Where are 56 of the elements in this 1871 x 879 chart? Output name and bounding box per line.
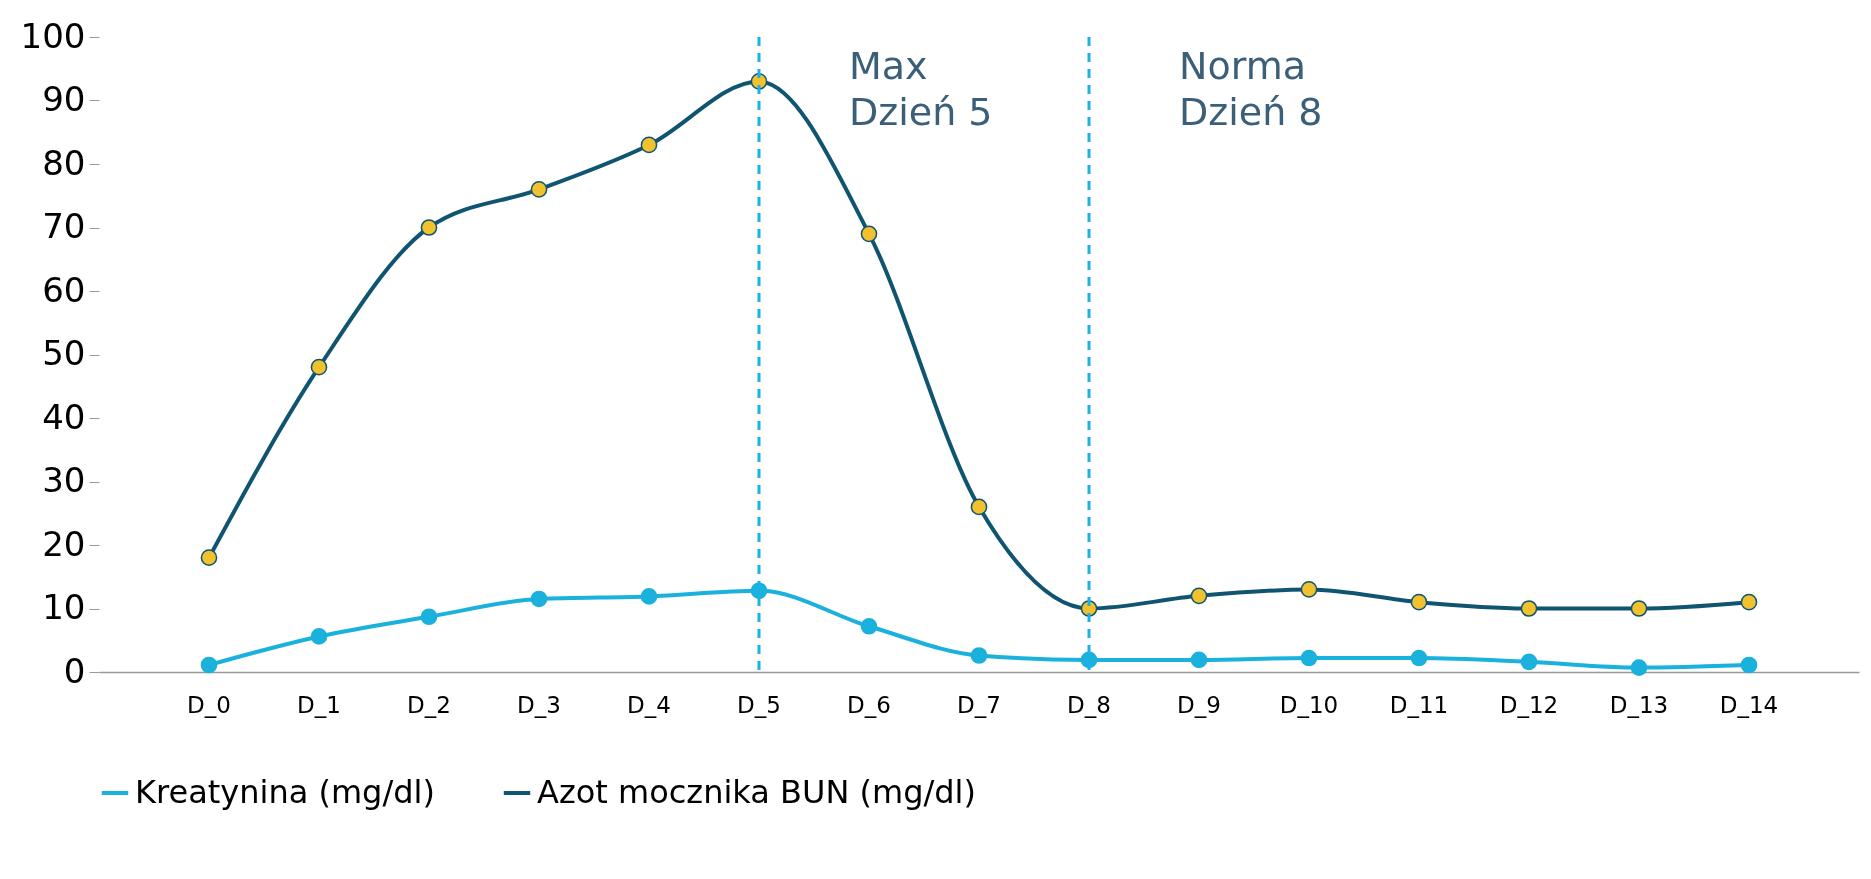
point [1410,593,1428,611]
y-tick-label: 60 [42,269,86,310]
ref-line-label: Max Dzień 5 [849,44,993,134]
x-tick-label: D_5 [737,691,781,718]
x-tick-label: D_0 [187,691,231,718]
point [640,588,658,605]
point [1300,649,1318,667]
y-tick-label: 90 [42,79,86,119]
point [1740,656,1758,674]
x-tick-label: D_3 [517,691,561,718]
x-tick-label: D_9 [1177,691,1221,718]
x-tick-label: D_1 [297,691,341,718]
point [200,656,218,674]
y-tick-label: 100 [20,15,86,56]
x-tick-label: D_10 [1279,691,1339,718]
point [530,181,548,198]
x-tick-label: D_8 [1067,691,1111,718]
point [420,608,438,626]
point [1520,653,1538,671]
point [1190,587,1208,605]
point [860,617,878,635]
point [640,136,658,154]
legend-label: Kreatynina (mg/dl) [135,773,435,811]
point [1410,649,1428,667]
y-tick-label: 80 [42,142,86,183]
x-tick-label: D_7 [957,691,1001,718]
legend-label: Azot mocznika BUN (mg/dl) [537,773,976,811]
point [1630,600,1648,617]
y-tick-label: 20 [42,523,86,564]
x-tick-label: D_4 [627,691,671,718]
point [310,628,328,645]
x-tick-label: D_12 [1499,691,1559,718]
y-tick-label: 70 [42,206,86,246]
point [1630,659,1648,676]
point [1740,593,1758,611]
y-tick-label: 0 [63,650,86,691]
point [200,549,218,567]
x-tick-label: D_11 [1389,691,1449,718]
point [1190,651,1208,669]
y-tick-label: 50 [42,333,86,373]
ref-line-label: Norma Dzień 8 [1179,44,1323,134]
point [1520,600,1538,617]
x-tick-label: D_2 [407,691,451,718]
point [970,647,988,664]
y-tick-label: 30 [42,460,86,500]
y-tick-label: 40 [42,396,86,437]
x-tick-label: D_6 [847,691,891,718]
x-tick-label: D_14 [1719,691,1779,718]
point [1300,581,1318,598]
point [310,358,328,376]
x-tick-label: D_13 [1609,691,1669,718]
point [970,498,988,516]
y-tick-label: 10 [42,587,86,627]
point [530,590,548,608]
point [860,225,878,243]
point [420,219,438,236]
